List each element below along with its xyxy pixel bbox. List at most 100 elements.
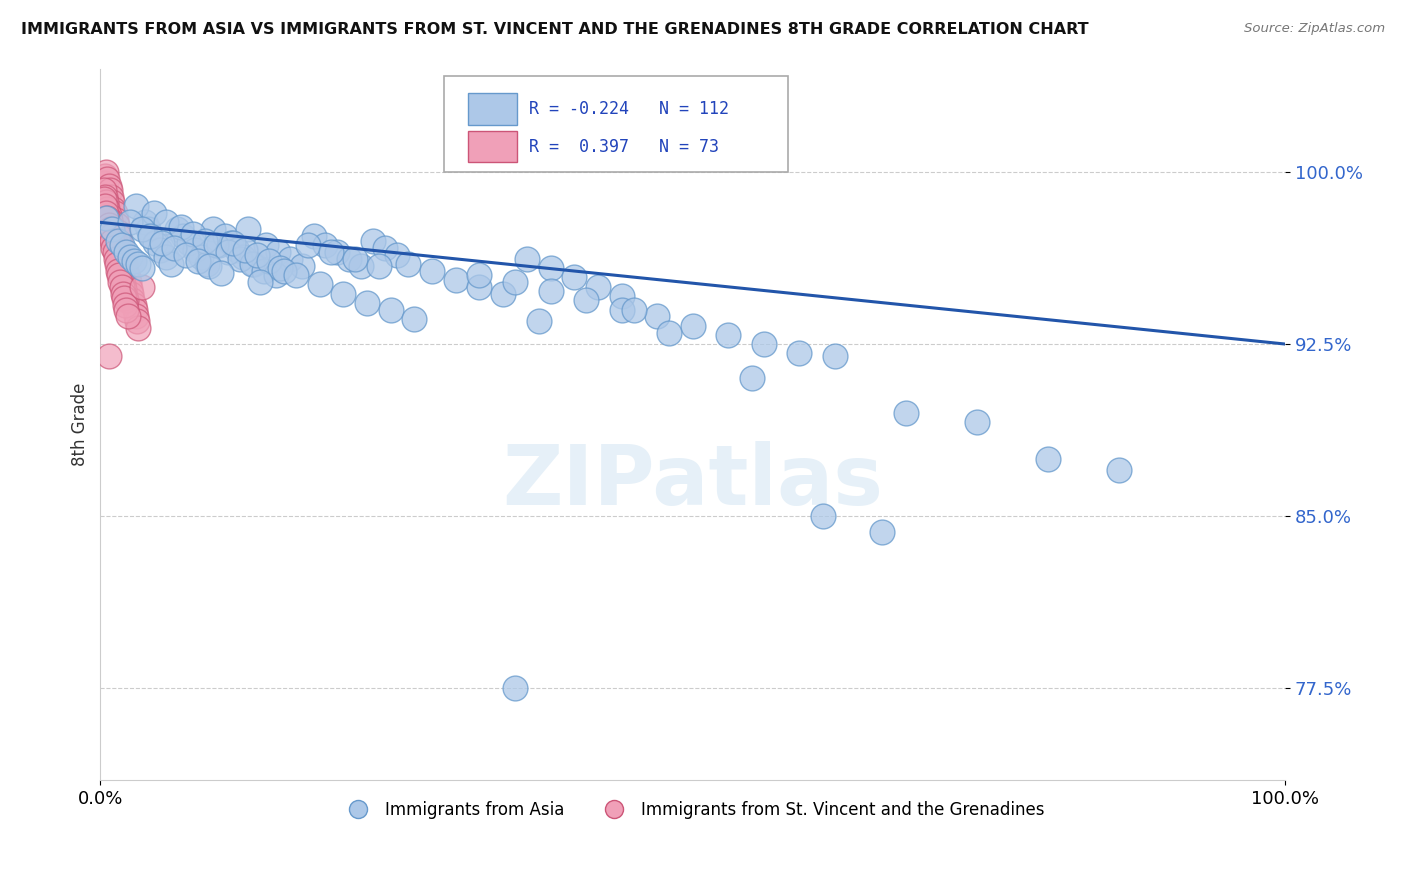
Point bbox=[380, 302, 402, 317]
Point bbox=[114, 289, 136, 303]
Point bbox=[314, 238, 336, 252]
Point bbox=[586, 279, 609, 293]
Point bbox=[356, 295, 378, 310]
Point bbox=[111, 270, 134, 285]
Point bbox=[127, 257, 149, 271]
Point bbox=[308, 277, 330, 292]
Point bbox=[111, 247, 134, 261]
Point bbox=[492, 286, 515, 301]
Point bbox=[257, 254, 280, 268]
Point bbox=[374, 241, 396, 255]
Point bbox=[121, 293, 143, 308]
Point bbox=[97, 218, 120, 232]
Point bbox=[98, 222, 121, 236]
FancyBboxPatch shape bbox=[468, 94, 517, 125]
Point bbox=[110, 266, 132, 280]
Point bbox=[205, 238, 228, 252]
Point bbox=[253, 263, 276, 277]
Point bbox=[111, 286, 134, 301]
Point bbox=[131, 222, 153, 236]
Point bbox=[229, 252, 252, 266]
Point bbox=[658, 326, 681, 340]
Point bbox=[101, 225, 124, 239]
Point bbox=[184, 243, 207, 257]
Point bbox=[97, 349, 120, 363]
Point bbox=[105, 218, 128, 232]
Point bbox=[100, 229, 122, 244]
Point bbox=[396, 257, 419, 271]
Point bbox=[166, 222, 188, 236]
Point bbox=[209, 266, 232, 280]
Point bbox=[98, 213, 121, 227]
Point bbox=[112, 282, 135, 296]
Point bbox=[125, 310, 148, 324]
Point bbox=[231, 250, 253, 264]
FancyBboxPatch shape bbox=[468, 131, 517, 162]
Point bbox=[404, 311, 426, 326]
Point bbox=[420, 263, 443, 277]
Point bbox=[527, 314, 550, 328]
Point bbox=[222, 235, 245, 250]
Point bbox=[217, 245, 239, 260]
Point bbox=[385, 247, 408, 261]
Point bbox=[741, 371, 763, 385]
Point bbox=[98, 183, 121, 197]
Point bbox=[93, 183, 115, 197]
Point bbox=[108, 229, 131, 244]
Point bbox=[350, 259, 373, 273]
Point bbox=[243, 257, 266, 271]
Point bbox=[811, 509, 834, 524]
Point bbox=[118, 282, 141, 296]
Point bbox=[96, 194, 118, 209]
Point bbox=[122, 298, 145, 312]
Point bbox=[107, 254, 129, 268]
Point bbox=[297, 238, 319, 252]
Point bbox=[824, 349, 846, 363]
Point bbox=[127, 321, 149, 335]
Point bbox=[623, 302, 645, 317]
Point bbox=[118, 275, 141, 289]
Point bbox=[194, 234, 217, 248]
Point bbox=[96, 211, 118, 225]
Point bbox=[139, 229, 162, 244]
Point bbox=[93, 193, 115, 207]
Point bbox=[110, 275, 132, 289]
Point bbox=[142, 206, 165, 220]
Point bbox=[117, 270, 139, 285]
Point bbox=[208, 238, 231, 252]
Point bbox=[302, 229, 325, 244]
Point bbox=[101, 234, 124, 248]
Point bbox=[107, 263, 129, 277]
Point bbox=[122, 254, 145, 268]
Point bbox=[367, 259, 389, 273]
Point bbox=[96, 171, 118, 186]
Point bbox=[516, 252, 538, 266]
Text: IMMIGRANTS FROM ASIA VS IMMIGRANTS FROM ST. VINCENT AND THE GRENADINES 8TH GRADE: IMMIGRANTS FROM ASIA VS IMMIGRANTS FROM … bbox=[21, 22, 1088, 37]
Point bbox=[131, 261, 153, 276]
Point bbox=[291, 259, 314, 273]
Point bbox=[96, 165, 118, 179]
Point bbox=[117, 310, 139, 324]
Point bbox=[136, 222, 159, 236]
Point bbox=[789, 346, 811, 360]
Point bbox=[201, 222, 224, 236]
Point bbox=[93, 177, 115, 191]
Point bbox=[108, 268, 131, 282]
Point bbox=[118, 250, 141, 264]
Point bbox=[124, 302, 146, 317]
Point bbox=[105, 257, 128, 271]
Point bbox=[540, 261, 562, 276]
Point bbox=[94, 169, 117, 184]
Point bbox=[155, 250, 177, 264]
Point bbox=[332, 286, 354, 301]
Point bbox=[94, 199, 117, 213]
Point bbox=[233, 243, 256, 257]
Point bbox=[110, 235, 132, 250]
Point bbox=[190, 250, 212, 264]
Point bbox=[96, 206, 118, 220]
Point bbox=[103, 241, 125, 255]
Point bbox=[468, 279, 491, 293]
Point bbox=[966, 415, 988, 429]
Point bbox=[610, 289, 633, 303]
Point bbox=[115, 302, 138, 317]
